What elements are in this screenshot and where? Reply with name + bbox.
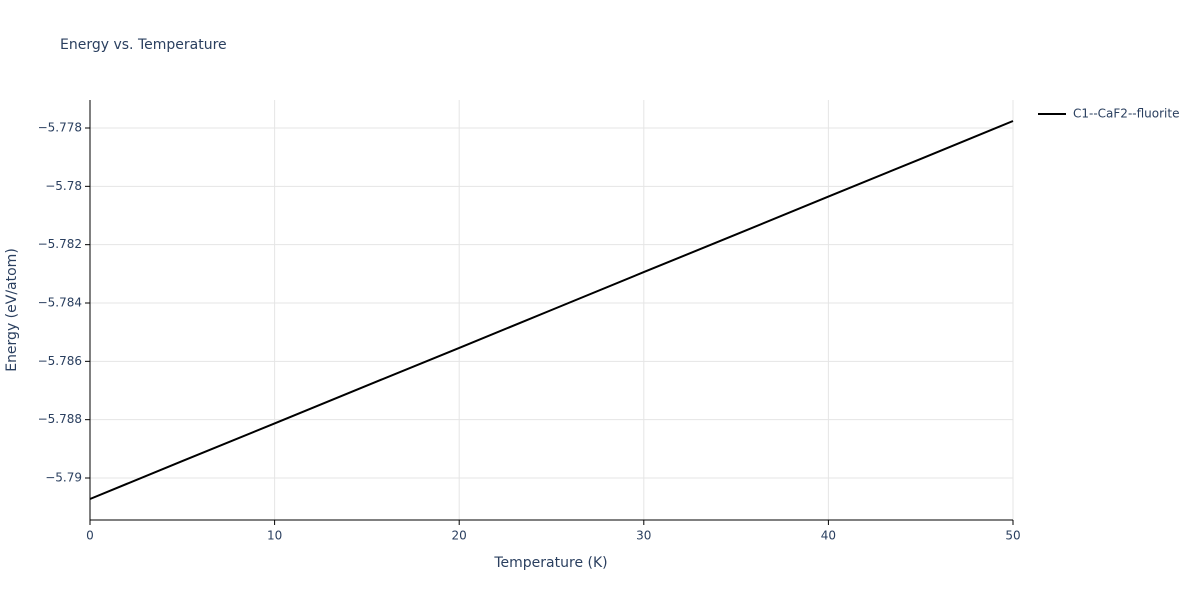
x-tick-label: 40 [821,529,836,543]
legend-label: C1--CaF2--fluorite [1073,107,1179,121]
chart-title: Energy vs. Temperature [60,37,227,53]
data-line [89,120,1014,500]
x-tick-label: 30 [636,529,651,543]
y-tick-label: −5.78 [45,179,82,193]
y-tick-label: −5.778 [38,121,82,135]
y-axis-label: Energy (eV/atom) [4,248,20,372]
x-axis-label: Temperature (K) [493,555,607,571]
y-tick-label: −5.782 [38,237,82,251]
y-tick-label: −5.79 [45,471,82,485]
x-tick-label: 50 [1005,529,1020,543]
x-tick-label: 0 [86,529,94,543]
x-tick-label: 20 [452,529,467,543]
y-tick-label: −5.788 [38,412,82,426]
y-tick-label: −5.784 [38,296,82,310]
y-tick-label: −5.786 [38,354,82,368]
x-tick-label: 10 [267,529,282,543]
